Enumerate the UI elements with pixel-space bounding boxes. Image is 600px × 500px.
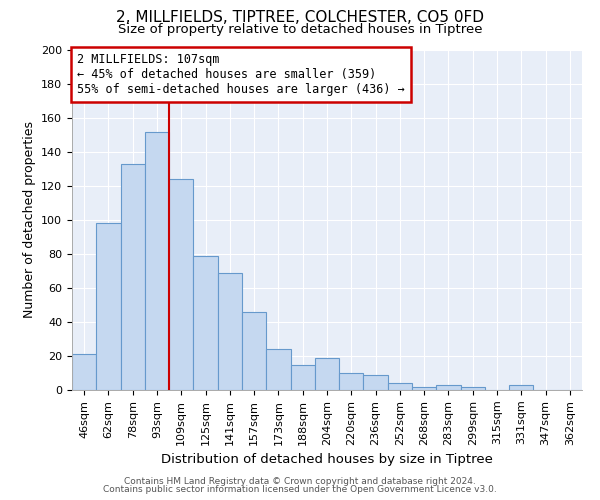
Bar xyxy=(364,374,388,390)
Bar xyxy=(242,312,266,390)
Bar xyxy=(266,349,290,390)
Bar xyxy=(145,132,169,390)
Bar xyxy=(339,373,364,390)
Bar xyxy=(315,358,339,390)
X-axis label: Distribution of detached houses by size in Tiptree: Distribution of detached houses by size … xyxy=(161,453,493,466)
Text: 2, MILLFIELDS, TIPTREE, COLCHESTER, CO5 0FD: 2, MILLFIELDS, TIPTREE, COLCHESTER, CO5 … xyxy=(116,10,484,25)
Bar xyxy=(509,385,533,390)
Bar xyxy=(169,179,193,390)
Bar xyxy=(72,354,96,390)
Text: Contains public sector information licensed under the Open Government Licence v3: Contains public sector information licen… xyxy=(103,485,497,494)
Bar xyxy=(193,256,218,390)
Bar xyxy=(388,383,412,390)
Text: Size of property relative to detached houses in Tiptree: Size of property relative to detached ho… xyxy=(118,22,482,36)
Text: 2 MILLFIELDS: 107sqm
← 45% of detached houses are smaller (359)
55% of semi-deta: 2 MILLFIELDS: 107sqm ← 45% of detached h… xyxy=(77,54,405,96)
Bar xyxy=(436,385,461,390)
Text: Contains HM Land Registry data © Crown copyright and database right 2024.: Contains HM Land Registry data © Crown c… xyxy=(124,477,476,486)
Bar xyxy=(290,364,315,390)
Bar xyxy=(96,224,121,390)
Bar xyxy=(218,272,242,390)
Y-axis label: Number of detached properties: Number of detached properties xyxy=(23,122,35,318)
Bar xyxy=(412,386,436,390)
Bar xyxy=(121,164,145,390)
Bar xyxy=(461,386,485,390)
